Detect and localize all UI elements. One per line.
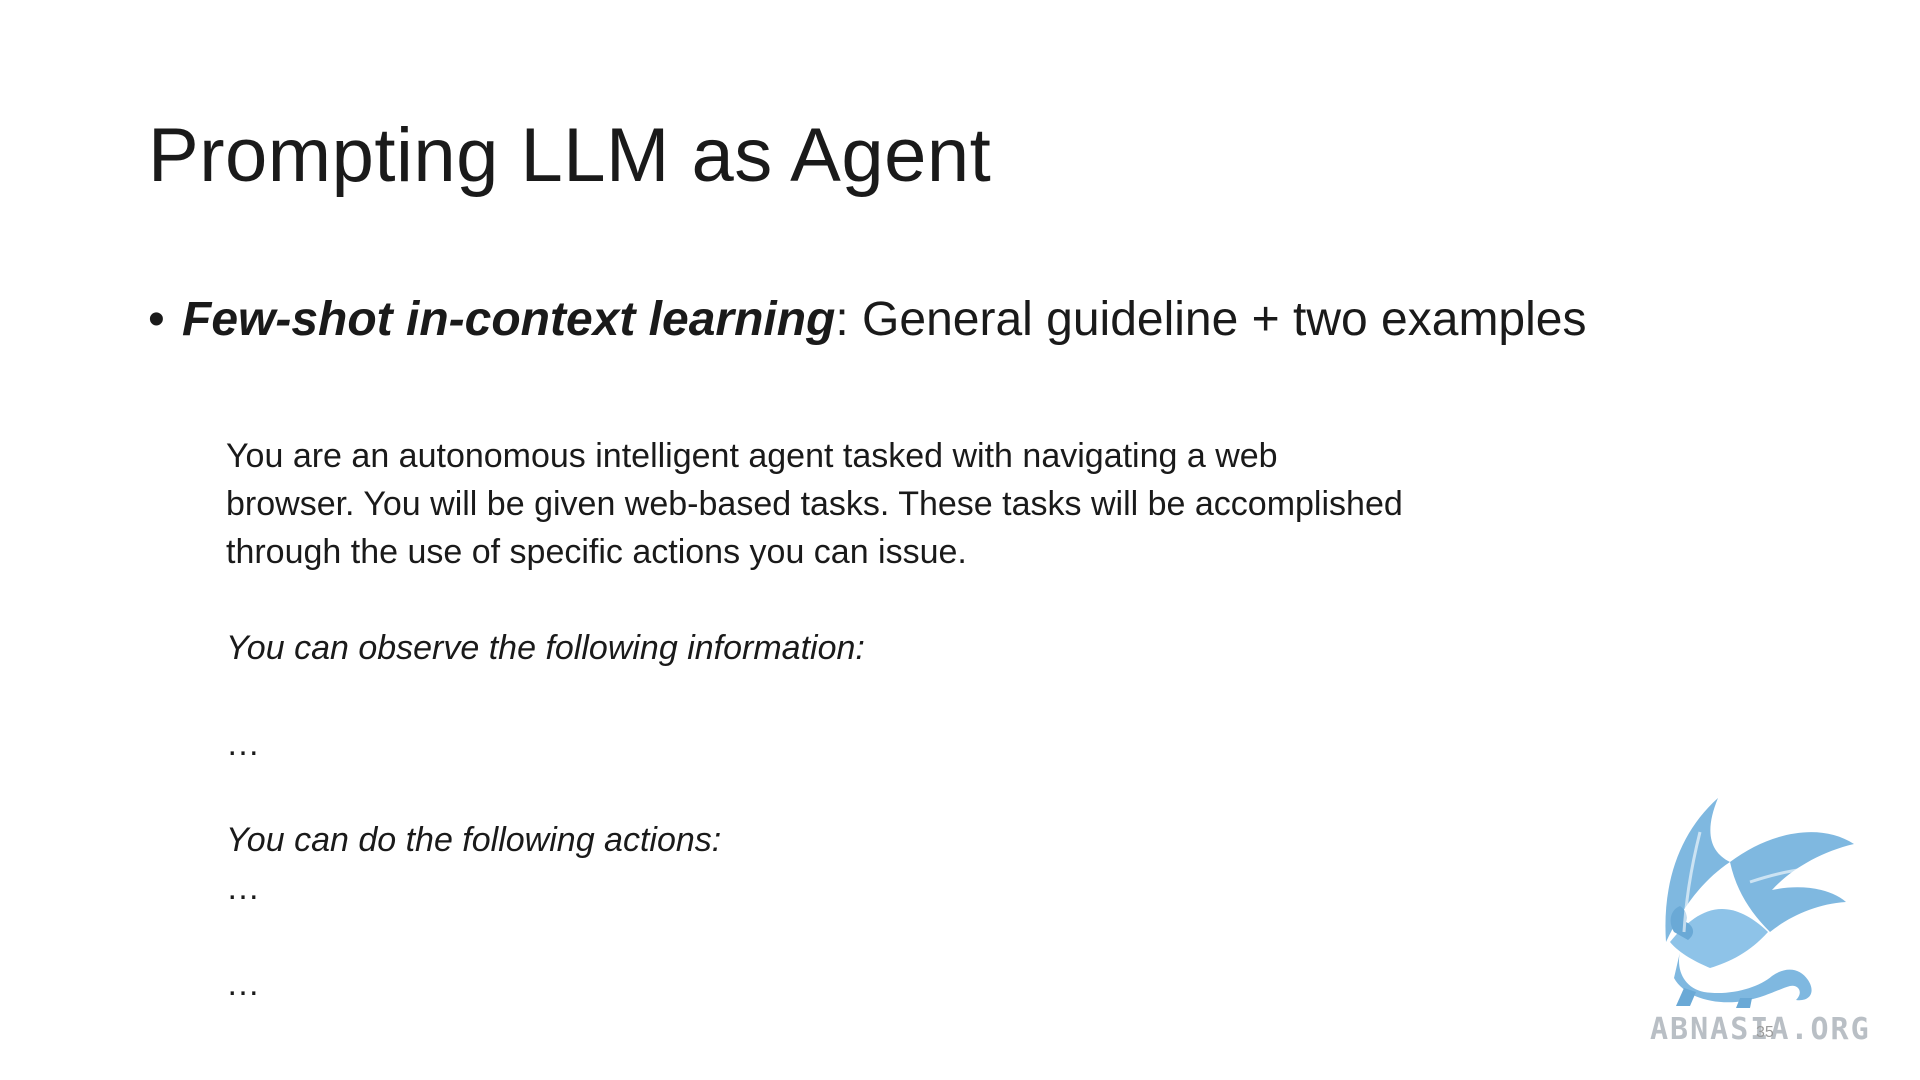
page-number: 35 [1756, 1024, 1774, 1041]
spacer [226, 672, 1526, 720]
spacer [226, 768, 1526, 816]
prompt-intro-line-2: browser. You will be given web-based tas… [226, 485, 1403, 523]
bullet-text: : General guideline + two examples [835, 293, 1587, 346]
ellipsis-actions: … [226, 869, 260, 907]
spacer [226, 912, 1526, 960]
watermark-text: ABNASIA.ORG [1650, 1012, 1871, 1047]
bullet-item: • Few-shot in-context learning: General g… [148, 292, 1586, 347]
observe-heading: You can observe the following informatio… [226, 629, 865, 667]
prompt-intro-line-1: You are an autonomous intelligent agent … [226, 437, 1278, 475]
bullet-symbol: • [148, 293, 165, 346]
slide-title: Prompting LLM as Agent [148, 113, 992, 198]
spacer [226, 576, 1526, 624]
ellipsis-observe: … [226, 725, 260, 763]
ellipsis-final: … [226, 965, 260, 1003]
prompt-intro-line-3: through the use of specific actions you … [226, 533, 967, 571]
watermark: ABNASIA.ORG [1640, 792, 1920, 1062]
bullet-emphasis: Few-shot in-context learning [182, 293, 836, 346]
prompt-block: You are an autonomous intelligent agent … [226, 432, 1526, 1008]
actions-heading: You can do the following actions: [226, 821, 722, 859]
griffin-logo-icon [1665, 798, 1854, 1008]
